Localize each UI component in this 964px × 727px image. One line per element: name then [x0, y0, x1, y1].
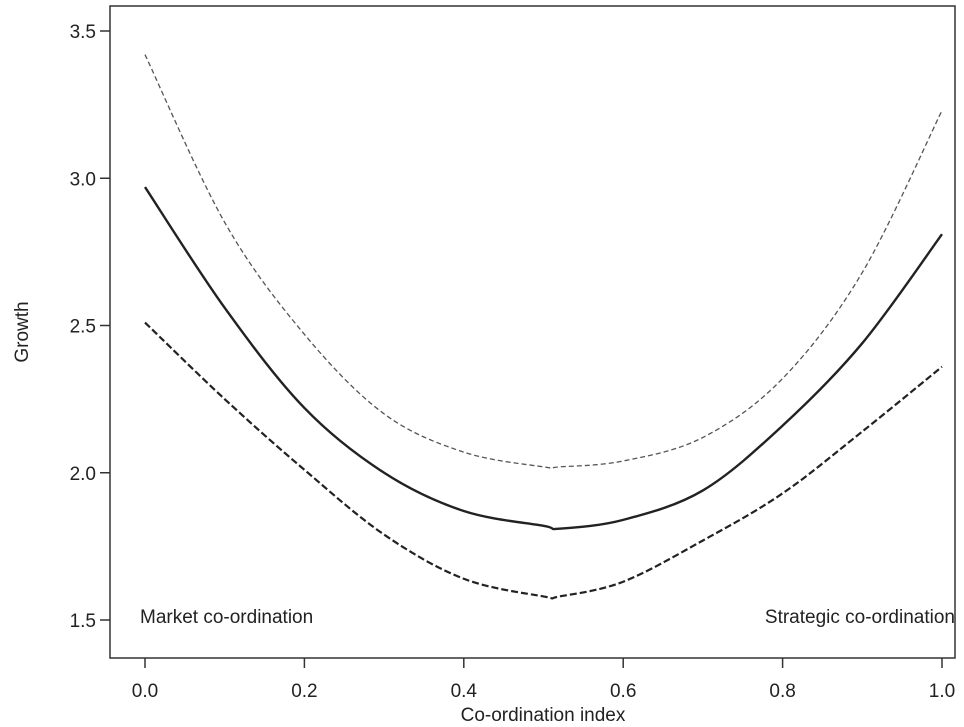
- y-tick-label: 2.5: [70, 317, 96, 338]
- upper-bound-line: [144, 54, 943, 469]
- x-tick-label: 0.2: [291, 681, 317, 702]
- y-tick-label: 1.5: [70, 611, 96, 632]
- x-axis: 0.0 0.2 0.4 0.6 0.8 1.0: [132, 658, 955, 702]
- y-axis-title: Growth: [12, 301, 33, 362]
- annotation-left: Market co-ordination: [140, 607, 313, 628]
- y-tick-label: 3.0: [70, 169, 96, 190]
- y-tick-label: 3.5: [70, 22, 96, 43]
- plot-frame: [109, 5, 956, 659]
- x-tick-label: 0.8: [769, 681, 795, 702]
- annotation-right: Strategic co-ordination: [765, 607, 955, 628]
- x-tick-label: 0.0: [132, 681, 158, 702]
- lower-bound-line: [144, 321, 943, 600]
- x-tick-label: 1.0: [929, 681, 955, 702]
- estimate-line: [143, 186, 943, 531]
- x-tick-label: 0.6: [610, 681, 636, 702]
- series-lines: [143, 54, 943, 600]
- y-tick-label: 2.0: [70, 464, 96, 485]
- x-axis-title: Co-ordination index: [461, 705, 626, 726]
- y-axis: 1.5 2.0 2.5 3.0 3.5: [70, 22, 110, 632]
- x-tick-label: 0.4: [451, 681, 478, 702]
